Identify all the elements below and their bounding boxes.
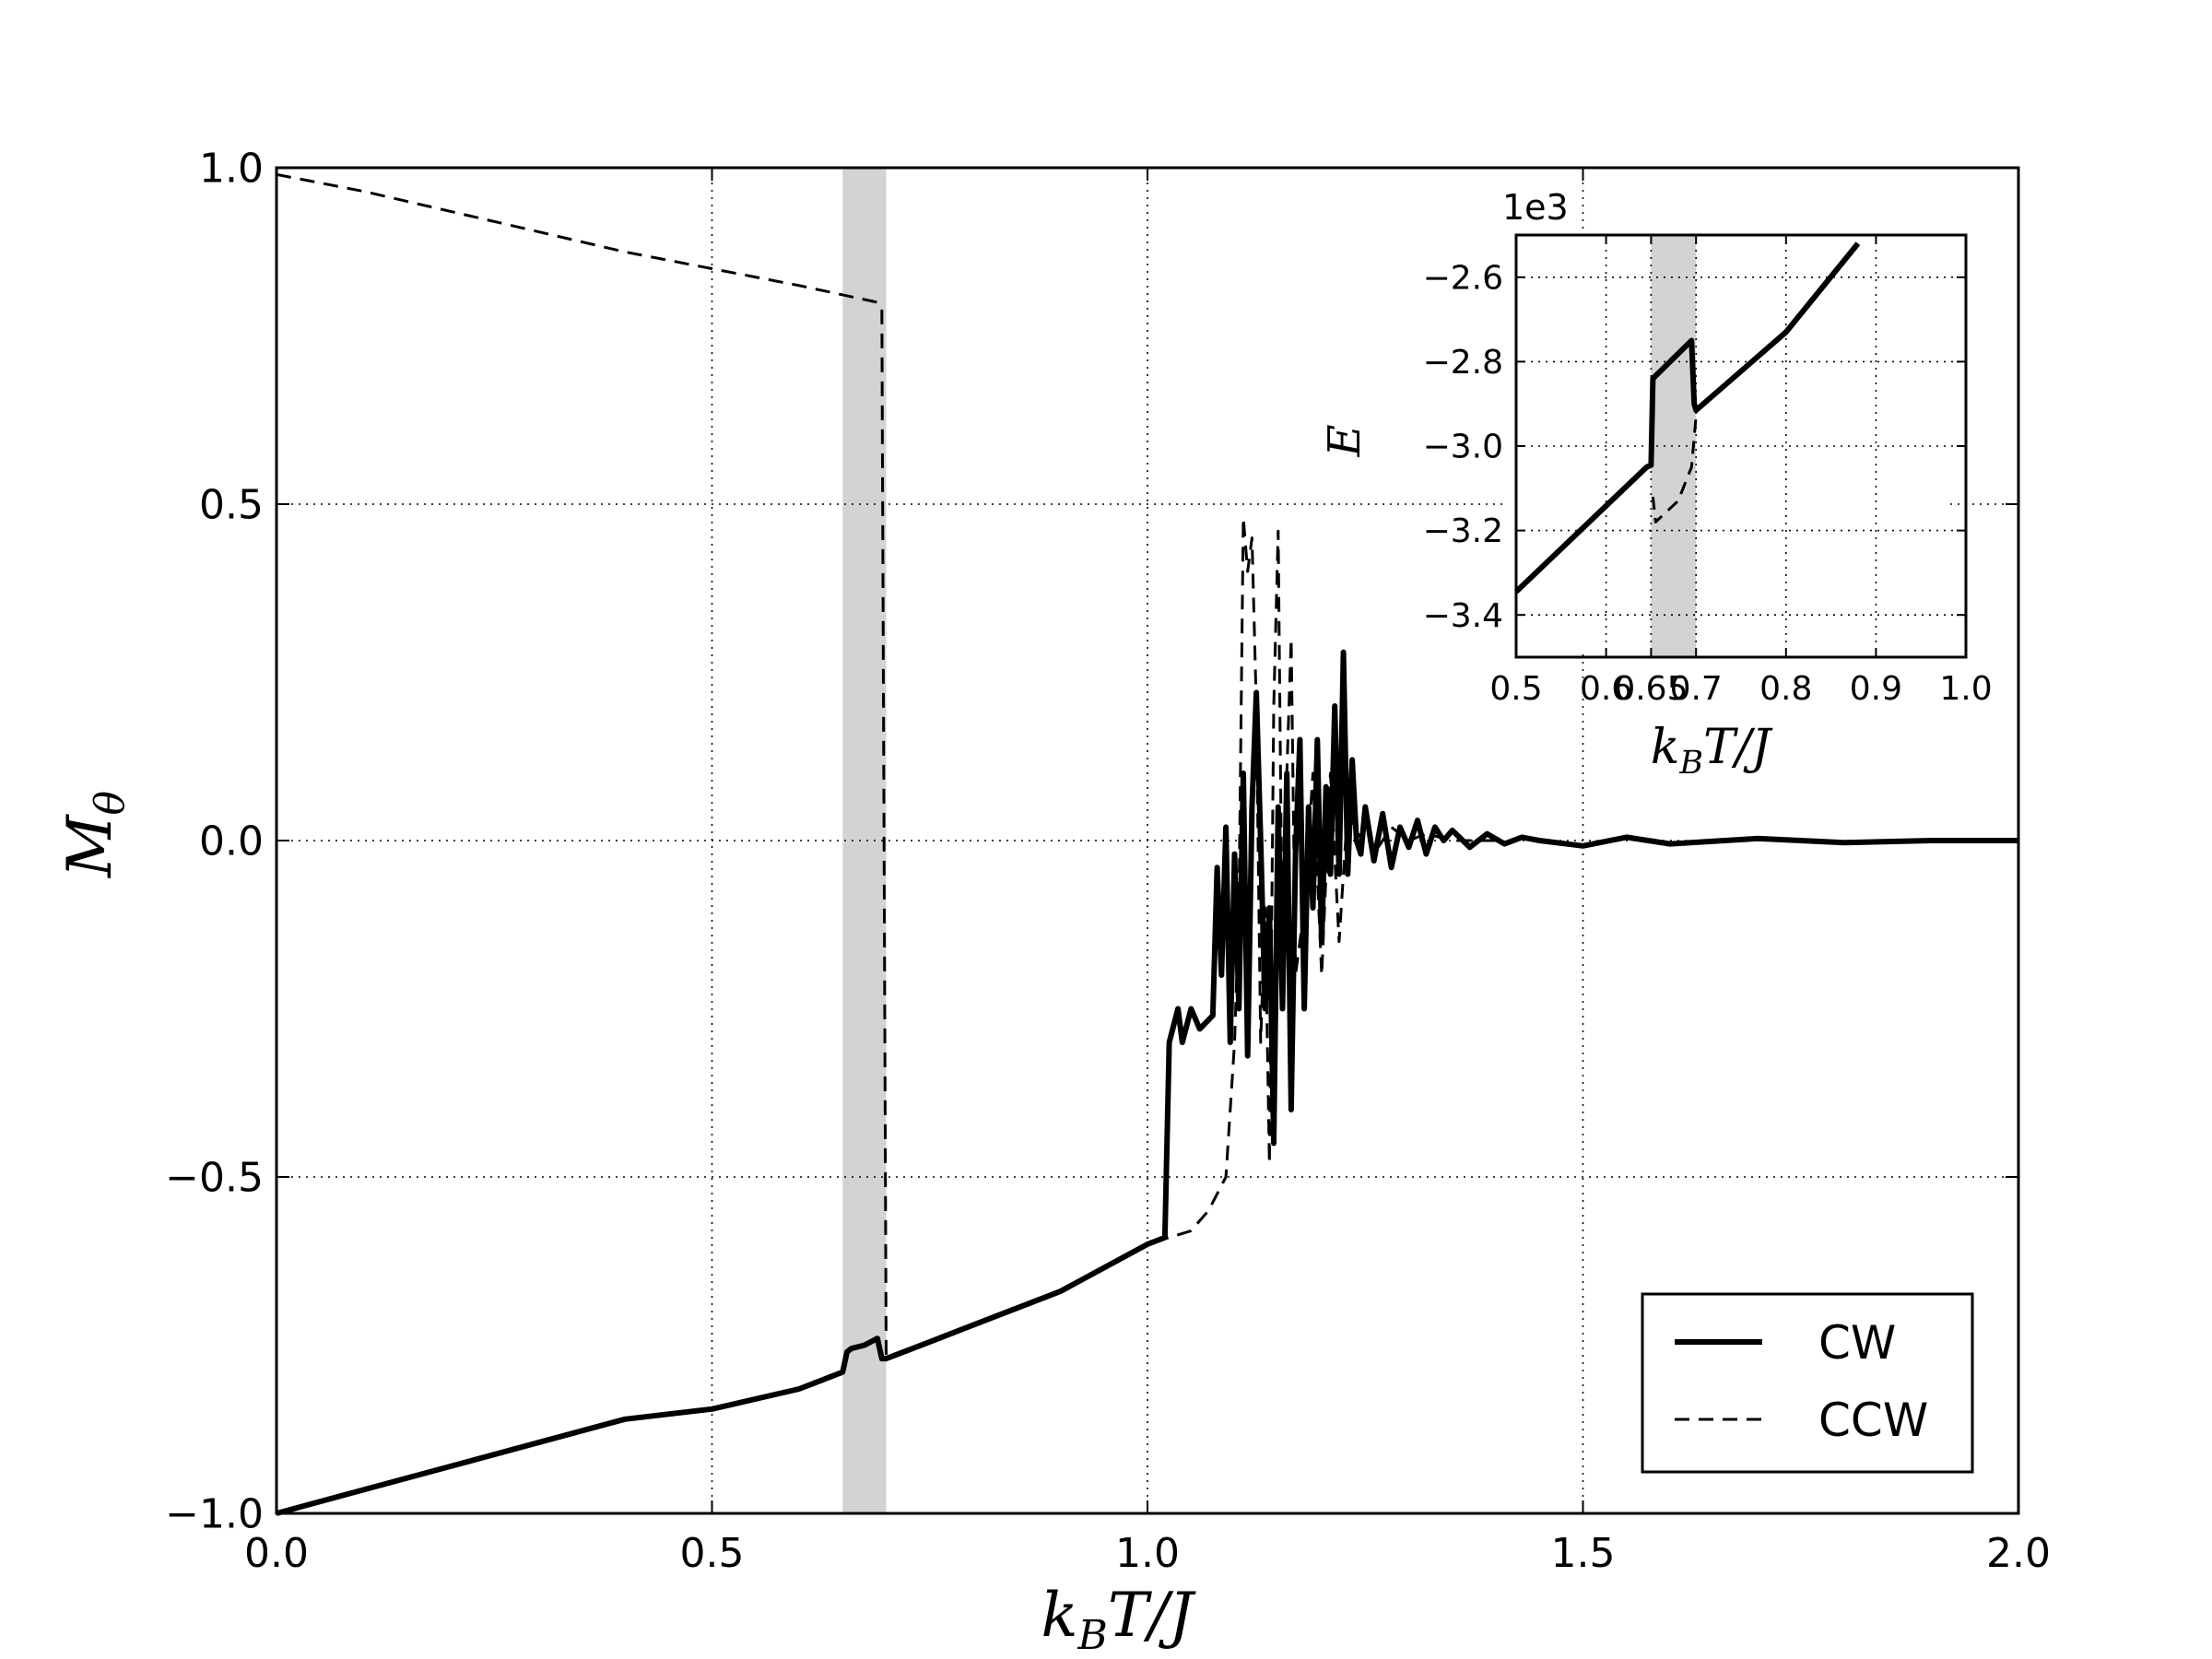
inset-y-tick-label-2: −3.0 — [1423, 429, 1503, 466]
main-chart: 0.0 0.5 1.0 1.5 2.0 −1.0−0.50.00.51.0 kBT/J … — [54, 145, 2051, 1659]
main-shaded-band — [842, 168, 887, 1513]
inset-background — [1502, 232, 1947, 652]
main-y-tick-label-2: 0.0 — [199, 818, 264, 865]
inset-band-rect — [1651, 235, 1697, 657]
main-series-group — [276, 172, 2018, 1516]
inset-x-axis-label: kBT/J — [1651, 720, 1773, 782]
main-x-tick-label-4: 2.0 — [1986, 1530, 2051, 1577]
main-x-tick-label-2: 1.0 — [1115, 1530, 1180, 1577]
main-y-tick-label-1: −0.5 — [165, 1154, 264, 1201]
inset-series-group — [1513, 241, 1861, 594]
inset-x-tick-label-2: 0.65 — [1614, 670, 1688, 708]
legend-cw-label: CW — [1818, 1316, 1896, 1370]
main-x-tick-label-3: 1.5 — [1551, 1530, 1616, 1577]
inset-chart: 0.5 0.60.650.7 0.8 0.9 1.0 −3.4−3.2−3.0−2.8−… — [1319, 187, 1993, 782]
inset-offset-text: 1e3 — [1502, 187, 1569, 228]
inset-x-ticks: 0.5 0.60.650.7 0.8 0.9 1.0 — [1489, 235, 1993, 708]
inset-x-tick-label-5: 0.9 — [1850, 670, 1902, 708]
main-y-ticks: −1.0 −0.5 0.0 0.5 1.0 — [165, 145, 2018, 1537]
inset-x-tick-label-0: 0.5 — [1489, 670, 1542, 708]
inset-y-tick-label-0: −3.4 — [1423, 597, 1503, 635]
inset-y-ticks: −3.4 −3.2 −3.0 −2.8 −2.6 — [1423, 259, 1966, 635]
main-y-tick-label-4: 1.0 — [199, 145, 264, 192]
inset-series-cw — [1513, 241, 1861, 594]
inset-y-tick-label-1: −3.2 — [1423, 512, 1503, 550]
inset-y-tick-label-3: −2.8 — [1423, 344, 1503, 382]
inset-shaded-band — [1651, 235, 1697, 657]
inset-y-tick-label-4: −2.6 — [1423, 259, 1503, 297]
inset-x-tick-label-4: 0.8 — [1759, 670, 1812, 708]
main-x-tick-label-1: 0.5 — [680, 1530, 745, 1577]
inset-grid — [1515, 235, 1967, 657]
inset-x-tick-label-6: 1.0 — [1939, 670, 1992, 708]
inset-series-ccw — [1651, 416, 1698, 524]
inset-x-tick-label-1: 0.6 — [1580, 670, 1632, 708]
main-x-axis-label: kBT/J — [1041, 1580, 1196, 1659]
inset-x-tick-label-3: 0.7 — [1670, 670, 1723, 708]
main-x-ticks: 0.0 0.5 1.0 1.5 2.0 — [244, 168, 2051, 1577]
main-y-tick-label-0: −1.0 — [165, 1490, 264, 1537]
main-y-tick-label-3: 0.5 — [199, 481, 264, 528]
main-y-axis-label: Mθ — [54, 791, 134, 878]
legend-ccw-label: CCW — [1818, 1394, 1928, 1447]
main-band-rect — [842, 168, 887, 1513]
legend: CW CCW — [1641, 1292, 1974, 1474]
legend-frame — [1641, 1292, 1974, 1474]
main-x-tick-label-0: 0.0 — [244, 1530, 309, 1577]
main-series-cw — [276, 649, 2018, 1516]
inset-y-axis-label: E — [1319, 424, 1371, 457]
